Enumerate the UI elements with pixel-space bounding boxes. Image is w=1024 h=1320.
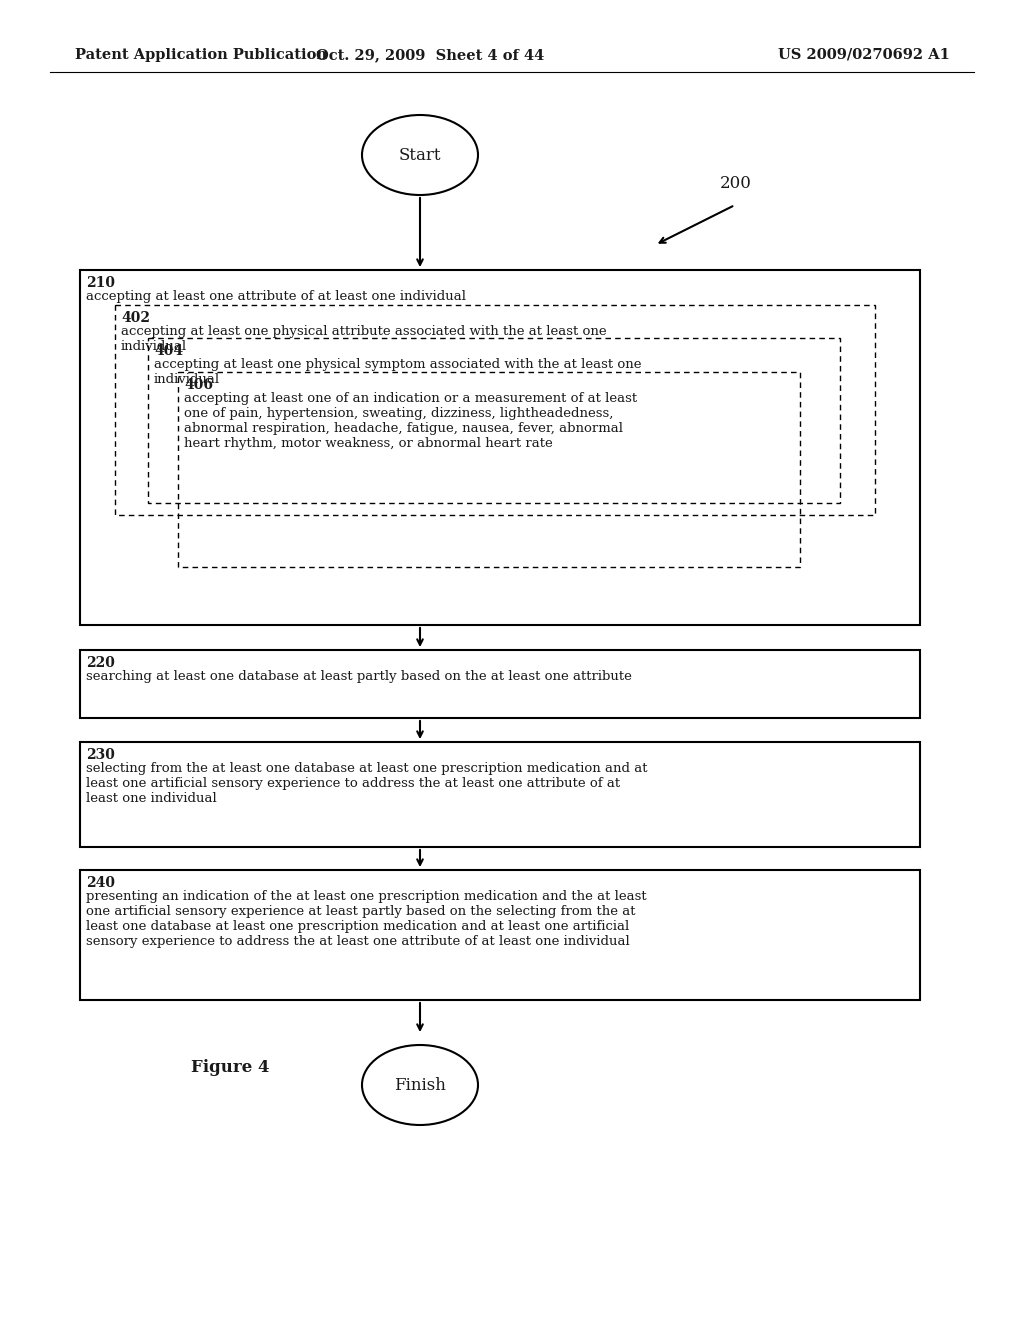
Text: 406: 406 [184, 378, 213, 392]
Text: presenting an indication of the at least one prescription medication and the at : presenting an indication of the at least… [86, 890, 646, 948]
Text: searching at least one database at least partly based on the at least one attrib: searching at least one database at least… [86, 671, 632, 682]
Bar [80, 649, 920, 718]
Text: Figure 4: Figure 4 [190, 1060, 269, 1077]
Text: US 2009/0270692 A1: US 2009/0270692 A1 [778, 48, 950, 62]
Bar [148, 338, 840, 503]
Bar [80, 870, 920, 1001]
Text: accepting at least one of an indication or a measurement of at least
one of pain: accepting at least one of an indication … [184, 392, 637, 450]
Text: Finish: Finish [394, 1077, 445, 1093]
Text: selecting from the at least one database at least one prescription medication an: selecting from the at least one database… [86, 762, 647, 805]
Text: Oct. 29, 2009  Sheet 4 of 44: Oct. 29, 2009 Sheet 4 of 44 [315, 48, 544, 62]
Text: accepting at least one attribute of at least one individual: accepting at least one attribute of at l… [86, 290, 466, 304]
Bar [115, 305, 874, 515]
Text: 240: 240 [86, 876, 115, 890]
Bar [80, 271, 920, 624]
Text: 404: 404 [154, 345, 183, 358]
Text: Start: Start [398, 147, 441, 164]
Text: accepting at least one physical symptom associated with the at least one
individ: accepting at least one physical symptom … [154, 358, 641, 385]
Text: accepting at least one physical attribute associated with the at least one
indiv: accepting at least one physical attribut… [121, 325, 606, 352]
Bar [178, 372, 800, 568]
Text: 230: 230 [86, 748, 115, 762]
Text: 200: 200 [720, 176, 752, 191]
Text: 210: 210 [86, 276, 115, 290]
Text: 220: 220 [86, 656, 115, 671]
Text: 402: 402 [121, 312, 150, 325]
Text: Patent Application Publication: Patent Application Publication [75, 48, 327, 62]
Bar [80, 742, 920, 847]
